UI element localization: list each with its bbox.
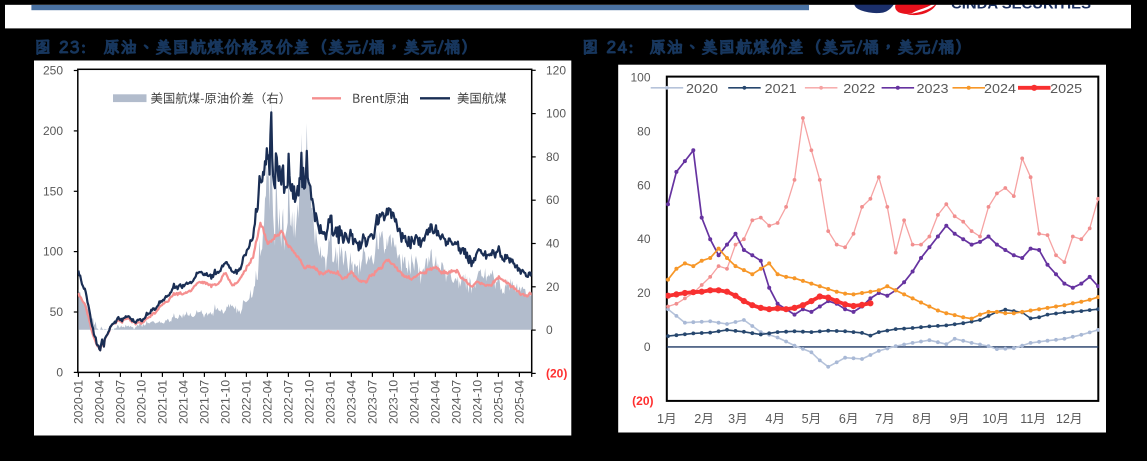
- svg-text:2023: 2023: [917, 81, 949, 96]
- svg-text:4月: 4月: [765, 412, 785, 426]
- svg-text:11月: 11月: [1020, 412, 1046, 426]
- svg-text:6月: 6月: [839, 412, 859, 426]
- svg-text:80: 80: [546, 150, 560, 164]
- svg-text:200: 200: [43, 124, 63, 138]
- svg-text:2020: 2020: [686, 81, 718, 96]
- svg-text:150: 150: [43, 184, 63, 198]
- svg-text:2022-10: 2022-10: [302, 380, 316, 424]
- svg-text:2020-04: 2020-04: [92, 380, 106, 424]
- svg-text:2024-04: 2024-04: [428, 380, 442, 424]
- svg-text:2月: 2月: [694, 412, 714, 426]
- svg-text:2025: 2025: [1050, 81, 1082, 96]
- svg-text:2022-04: 2022-04: [260, 380, 274, 424]
- svg-text:40: 40: [637, 232, 651, 246]
- svg-text:0: 0: [644, 340, 651, 354]
- svg-text:120: 120: [546, 63, 566, 77]
- svg-text:(20): (20): [632, 394, 653, 408]
- svg-text:60: 60: [637, 178, 651, 192]
- svg-text:9月: 9月: [950, 412, 970, 426]
- svg-text:CINDA SECURITIES: CINDA SECURITIES: [951, 0, 1091, 11]
- svg-text:20: 20: [546, 280, 560, 294]
- svg-text:2022-07: 2022-07: [281, 380, 295, 424]
- svg-text:2021-01: 2021-01: [155, 380, 169, 424]
- svg-text:2024-10: 2024-10: [470, 380, 484, 424]
- svg-text:2024: 2024: [984, 81, 1016, 96]
- svg-text:2024-07: 2024-07: [449, 380, 463, 424]
- svg-text:2020-10: 2020-10: [134, 380, 148, 424]
- svg-text:10月: 10月: [982, 412, 1009, 426]
- svg-text:12月: 12月: [1056, 412, 1083, 426]
- svg-text:2020-01: 2020-01: [71, 380, 85, 424]
- svg-text:2025-01: 2025-01: [491, 380, 505, 424]
- svg-text:100: 100: [546, 107, 566, 121]
- svg-text:2022-01: 2022-01: [239, 380, 253, 424]
- svg-text:250: 250: [43, 64, 63, 78]
- svg-text:3月: 3月: [728, 412, 748, 426]
- svg-text:2025-04: 2025-04: [512, 380, 526, 424]
- svg-text:2023-07: 2023-07: [365, 380, 379, 424]
- svg-text:2020-07: 2020-07: [113, 380, 127, 424]
- svg-text:2021-07: 2021-07: [197, 380, 211, 424]
- svg-text:2021-10: 2021-10: [218, 380, 232, 424]
- svg-text:2024-01: 2024-01: [407, 380, 421, 424]
- svg-text:40: 40: [546, 237, 560, 251]
- svg-text:0: 0: [56, 365, 63, 379]
- svg-text:(20): (20): [546, 366, 567, 380]
- svg-text:2022: 2022: [843, 81, 875, 96]
- svg-text:2023-04: 2023-04: [344, 380, 358, 424]
- svg-text:0: 0: [546, 323, 553, 337]
- svg-text:1月: 1月: [657, 412, 677, 426]
- svg-text:2021-04: 2021-04: [176, 380, 190, 424]
- svg-text:7月: 7月: [875, 412, 895, 426]
- svg-text:2021: 2021: [765, 81, 797, 96]
- svg-text:2023-10: 2023-10: [386, 380, 400, 424]
- svg-text:20: 20: [637, 286, 651, 300]
- svg-text:80: 80: [637, 125, 651, 139]
- svg-text:2023-01: 2023-01: [323, 380, 337, 424]
- svg-text:100: 100: [630, 71, 650, 85]
- svg-text:60: 60: [546, 193, 560, 207]
- svg-text:100: 100: [43, 245, 63, 259]
- svg-text:8月: 8月: [912, 412, 932, 426]
- svg-text:50: 50: [50, 305, 64, 319]
- svg-text:5月: 5月: [802, 412, 822, 426]
